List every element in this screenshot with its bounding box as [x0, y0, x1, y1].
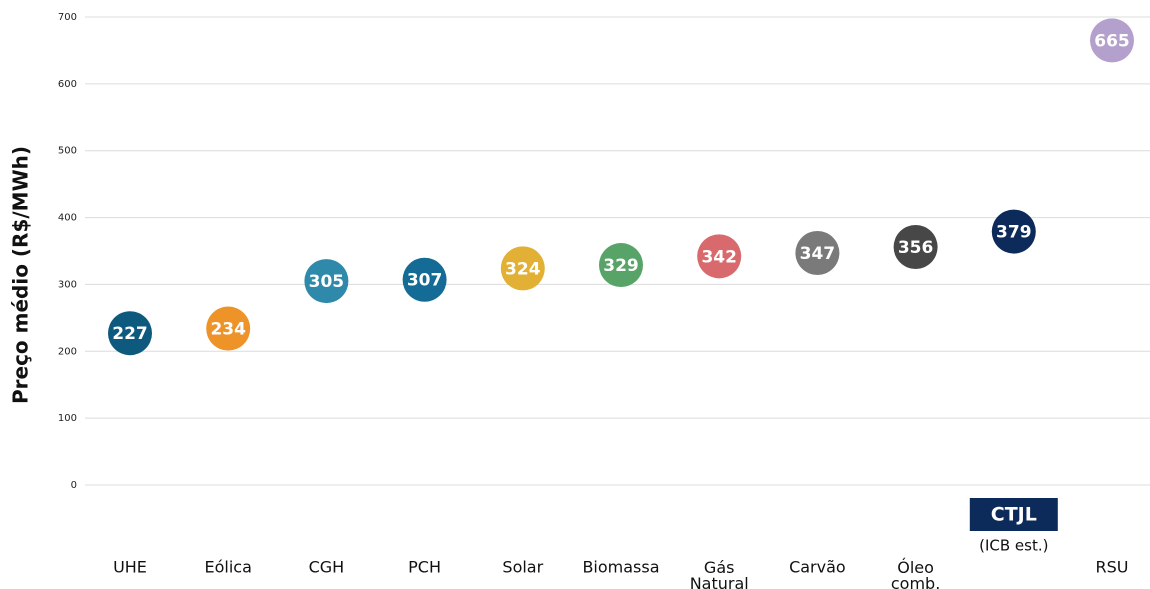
y-axis-label: Preço médio (R$/MWh)	[9, 146, 33, 404]
value-label: 234	[210, 320, 246, 340]
value-label: 342	[701, 247, 737, 267]
value-label: 379	[996, 223, 1032, 243]
y-tick-label: 200	[58, 346, 77, 357]
x-tick-label: Carvão	[789, 558, 846, 577]
dot	[206, 306, 251, 351]
value-label: 305	[309, 272, 345, 292]
x-tick-label: Solar	[502, 558, 543, 577]
value-label: 227	[112, 324, 148, 344]
dot	[599, 243, 643, 288]
x-tick-label: CGH	[309, 558, 345, 577]
dot	[108, 311, 152, 356]
dot	[402, 257, 447, 302]
value-label: 356	[898, 238, 934, 258]
dot	[1090, 18, 1134, 63]
value-label: 329	[603, 256, 639, 276]
y-tick-label: 400	[58, 213, 77, 224]
y-tick-label: 0	[71, 480, 77, 491]
dot	[304, 259, 349, 304]
x-tick-label: PCH	[408, 558, 441, 577]
value-label: 347	[800, 244, 836, 264]
dot	[893, 224, 938, 269]
x-tick-label: Biomassa	[582, 558, 659, 577]
dot	[500, 246, 545, 291]
value-label: 324	[505, 259, 541, 279]
x-tick-label: Gás Natural	[690, 558, 749, 589]
y-tick-label: 600	[58, 79, 77, 90]
x-tick-label: Eólica	[205, 558, 252, 577]
y-tick-label: 100	[58, 413, 77, 424]
x-tick-label: RSU	[1096, 558, 1129, 577]
y-tick-label: 300	[58, 279, 77, 290]
highlight-note: (ICB est.)	[979, 537, 1048, 555]
x-tick-label: UHE	[113, 558, 147, 577]
value-label: 665	[1094, 31, 1130, 51]
y-tick-label: 700	[58, 12, 77, 23]
y-tick-label: 500	[58, 146, 77, 157]
dot	[991, 209, 1036, 254]
highlight-label: CTJL	[991, 504, 1037, 526]
dot	[697, 234, 742, 279]
highlight-box	[969, 498, 1058, 531]
dot	[795, 231, 840, 276]
value-label: 307	[407, 271, 443, 291]
x-tick-label: Óleo comb.	[891, 558, 940, 589]
